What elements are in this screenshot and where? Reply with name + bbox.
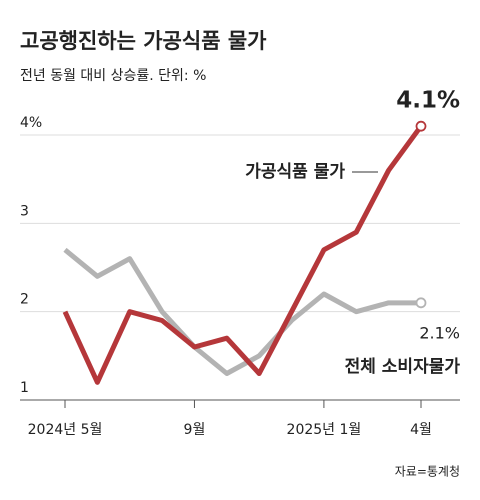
y-tick-label: 4% [20, 115, 42, 131]
legend-label: 가공식품 물가 [245, 162, 345, 182]
y-tick-label: 3 [20, 203, 29, 219]
y-tick-label: 2 [20, 292, 29, 308]
line [62, 124, 424, 385]
x-tick-label: 4월 [410, 422, 432, 438]
legend-label: 전체 소비자물가 [345, 357, 461, 377]
x-tick-label: 2025년 1월 [287, 422, 362, 438]
chart-title: 고공행진하는 가공식품 물가 [20, 29, 267, 53]
value-label: 4.1% [396, 88, 460, 114]
y-tick-label: 1 [20, 380, 29, 396]
x-tick-label: 2024년 5월 [28, 422, 103, 438]
line [63, 247, 421, 376]
end-point [415, 297, 427, 309]
value-label: 2.1% [419, 323, 460, 342]
source: 자료=통계청 [395, 465, 460, 479]
x-tick-label: 9월 [184, 422, 206, 438]
chart-subtitle: 전년 동월 대비 상승률. 단위: % [20, 68, 206, 84]
end-point [415, 120, 427, 132]
